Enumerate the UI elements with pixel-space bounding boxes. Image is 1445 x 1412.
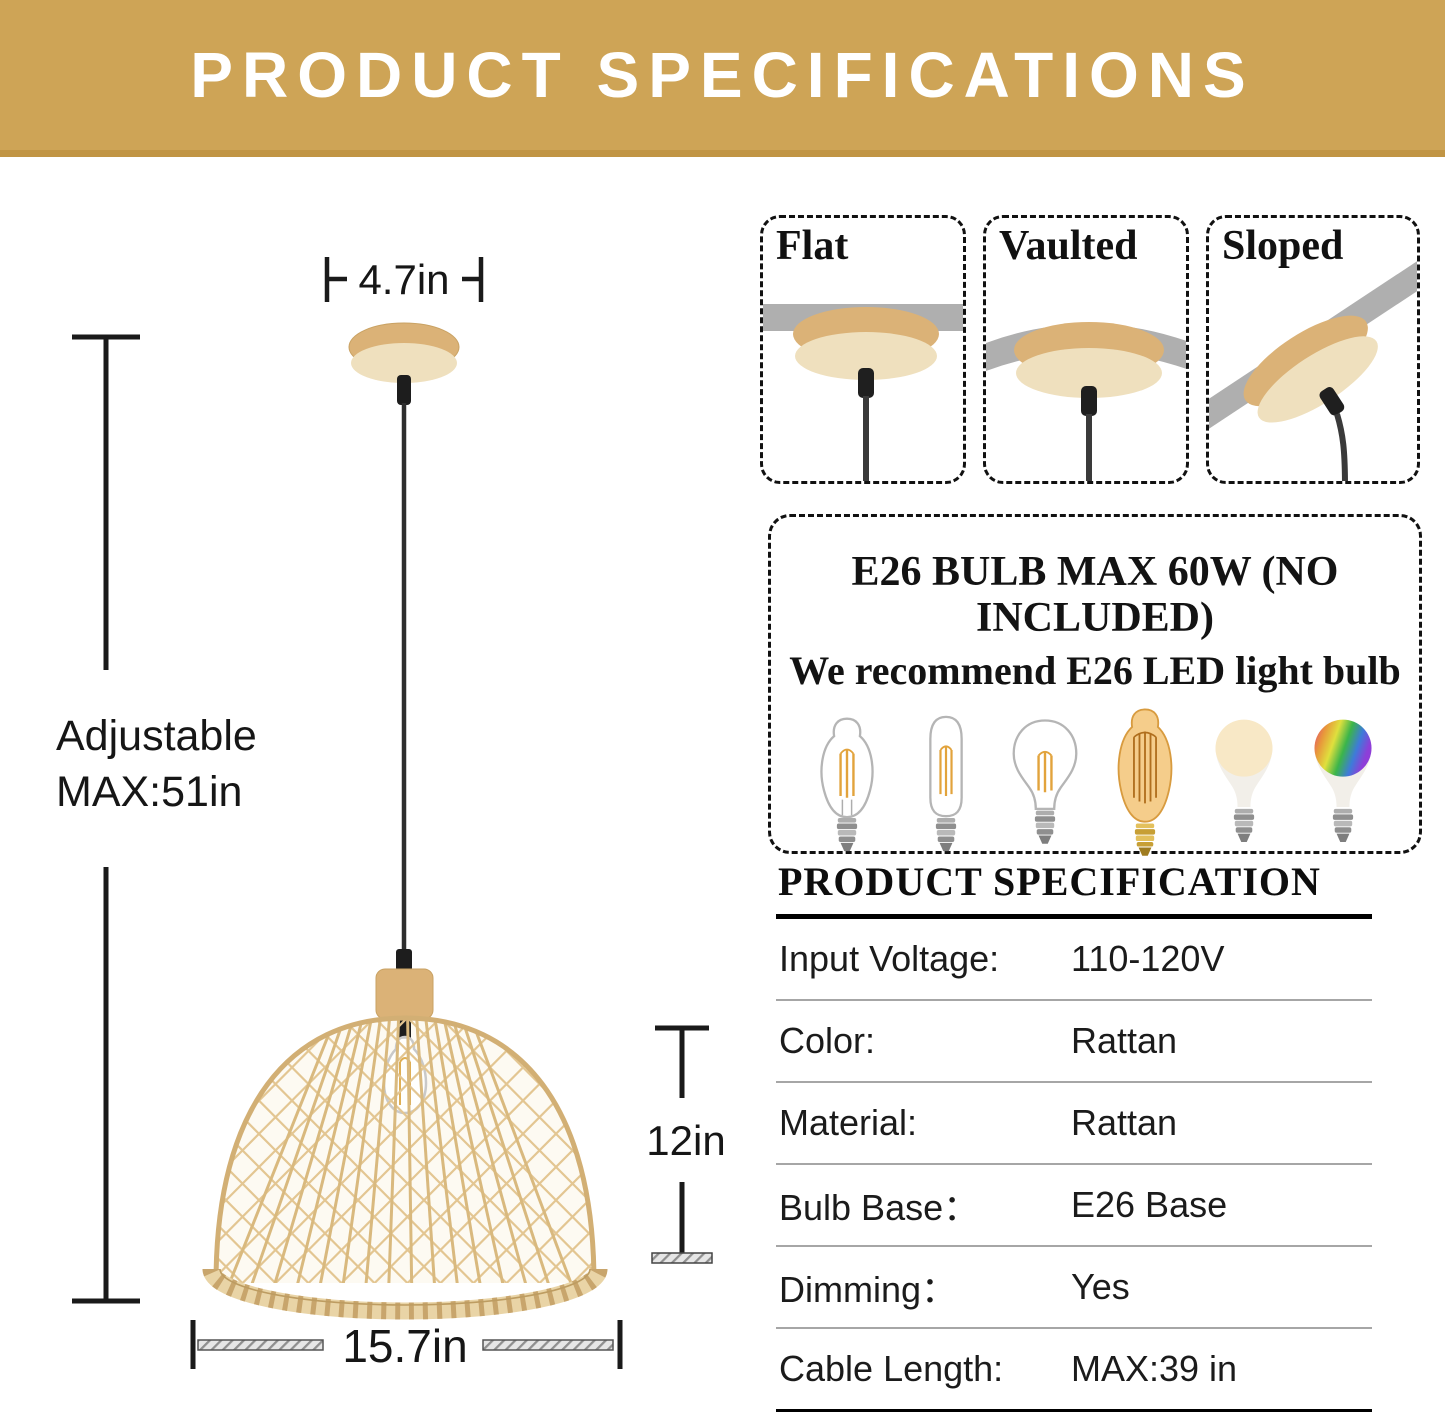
adjustable-label-line2: MAX:51in	[56, 768, 242, 816]
shade-bottom-rim	[202, 1269, 608, 1320]
canopy-width-dimension: 4.7in	[324, 256, 484, 303]
rattan-shade	[202, 1015, 608, 1320]
bulb-examples-row	[771, 701, 1419, 863]
ceiling-type-label: Sloped	[1222, 223, 1344, 269]
spec-row-input-voltage: Input Voltage: 110-120V	[776, 919, 1372, 1001]
shade-diameter-label: 15.7in	[342, 1320, 467, 1372]
pendant-socket	[375, 949, 434, 1020]
rattan-rib-pattern	[218, 1018, 582, 1283]
spec-row-cable-length: Cable Length: MAX:39 in	[776, 1329, 1372, 1412]
bulb-recommendation-box: E26 BULB MAX 60W (NO INCLUDED) We recomm…	[768, 514, 1422, 857]
flat-ceiling-icon	[763, 304, 963, 481]
ceiling-type-card-sloped: Sloped	[1206, 215, 1420, 484]
bulb-box-title: E26 BULB MAX 60W (NO INCLUDED)	[851, 549, 1339, 642]
shade-height-dimension: 12in	[646, 1025, 726, 1264]
spec-value: Yes	[1071, 1266, 1130, 1307]
adjustable-height-dimension: Adjustable MAX:51in	[56, 334, 257, 1304]
ceiling-type-card-vaulted: Vaulted	[983, 215, 1189, 484]
spec-label: Bulb Base：	[779, 1187, 980, 1228]
spec-label: Material:	[779, 1102, 918, 1143]
pendant-canopy	[348, 322, 460, 405]
pendant-dimension-diagram: 4.7in	[56, 256, 726, 1372]
banner: PRODUCT SPECIFICATIONS	[0, 0, 1445, 157]
spec-table-title: PRODUCT SPECIFICATION	[776, 858, 1372, 919]
canopy-connector	[397, 375, 411, 405]
adjustable-label-line1: Adjustable	[56, 712, 257, 760]
spec-label: Input Voltage:	[779, 938, 1000, 979]
spec-value: 110-120V	[1071, 938, 1225, 979]
spec-value: Rattan	[1071, 1102, 1178, 1143]
spec-value: Rattan	[1071, 1020, 1178, 1061]
spec-value: E26 Base	[1071, 1184, 1228, 1225]
amber-edison-bulb-icon	[1117, 708, 1172, 857]
soft-white-led-bulb-icon	[1215, 719, 1273, 843]
spec-label: Color:	[779, 1020, 876, 1061]
ceiling-type-label: Vaulted	[999, 223, 1138, 269]
a19-filament-bulb-icon	[1012, 719, 1078, 845]
ceiling-type-label: Flat	[776, 223, 849, 269]
shade-height-label: 12in	[646, 1117, 725, 1164]
rgb-smart-bulb-icon	[1314, 719, 1372, 843]
spec-table: PRODUCT SPECIFICATION Input Voltage: 110…	[776, 858, 1372, 1412]
ceiling-type-card-flat: Flat	[760, 215, 966, 484]
spec-row-bulb-base: Bulb Base： E26 Base	[776, 1165, 1372, 1247]
spec-row-dimming: Dimming： Yes	[776, 1247, 1372, 1329]
canopy-width-label: 4.7in	[358, 256, 449, 303]
vaulted-ceiling-icon	[986, 322, 1186, 481]
spec-value: MAX:39 in	[1071, 1348, 1238, 1389]
spec-label: Cable Length:	[779, 1348, 1004, 1389]
page-title: PRODUCT SPECIFICATIONS	[190, 39, 1255, 111]
spec-label: Dimming：	[779, 1269, 958, 1310]
t45-filament-bulb-icon	[929, 716, 963, 852]
spec-row-material: Material: Rattan	[776, 1083, 1372, 1165]
shade-diameter-dimension: 15.7in	[190, 1320, 623, 1372]
spec-row-color: Color: Rattan	[776, 1001, 1372, 1083]
sloped-ceiling-icon	[1209, 261, 1417, 481]
st64-filament-bulb-icon	[820, 717, 874, 852]
bulb-box-subtitle: We recommend E26 LED light bulb	[789, 648, 1401, 694]
